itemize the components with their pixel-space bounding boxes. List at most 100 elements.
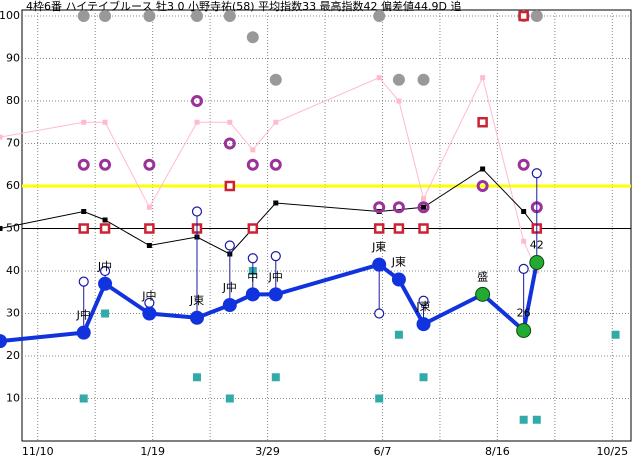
point <box>521 209 527 214</box>
point <box>190 10 203 22</box>
point <box>99 158 112 171</box>
y-tick-label: 10 <box>6 392 20 405</box>
point <box>268 287 283 302</box>
point <box>518 10 529 22</box>
point <box>418 295 429 306</box>
point-label: 26 <box>517 307 531 320</box>
point <box>373 201 386 214</box>
point <box>421 196 427 202</box>
point <box>189 310 204 325</box>
point-label: J東 <box>371 241 386 254</box>
point <box>375 394 384 403</box>
point <box>146 243 152 248</box>
point <box>269 73 282 86</box>
point <box>245 287 260 302</box>
point-label: J東 <box>415 300 430 313</box>
y-tick-label: 100 <box>0 9 20 22</box>
point <box>475 286 491 302</box>
point <box>99 223 111 234</box>
point <box>374 308 385 319</box>
plot-frame <box>21 9 632 442</box>
point-label: J東 <box>189 294 204 307</box>
point <box>222 298 237 312</box>
point <box>271 373 280 382</box>
x-tick-label: 1/19 <box>140 445 165 458</box>
series-line <box>0 262 539 344</box>
point <box>190 95 203 107</box>
point <box>144 223 155 234</box>
x-tick-label: 11/10 <box>22 445 54 458</box>
point-label: 42 <box>530 239 544 252</box>
point <box>480 75 486 81</box>
point <box>99 265 111 277</box>
y-tick-label: 70 <box>6 137 20 150</box>
point-label: J東 <box>391 256 406 269</box>
point <box>192 373 201 382</box>
point <box>247 223 259 234</box>
point <box>476 180 489 192</box>
point <box>143 10 156 22</box>
point <box>0 226 3 231</box>
point-label: J中 <box>222 281 237 294</box>
series-line <box>0 168 538 255</box>
point <box>273 119 279 125</box>
point-label: J中 <box>76 309 91 322</box>
y-tick-label: 90 <box>6 52 20 65</box>
point <box>392 73 405 86</box>
point <box>0 134 3 140</box>
point <box>530 10 543 22</box>
point <box>518 263 529 274</box>
point <box>396 98 402 104</box>
point <box>81 119 87 125</box>
point <box>417 201 430 214</box>
point <box>521 238 527 244</box>
point <box>76 325 91 340</box>
point <box>78 276 89 287</box>
point <box>376 75 382 81</box>
point <box>273 200 279 206</box>
point <box>392 201 405 214</box>
point <box>532 415 541 424</box>
point <box>391 272 406 287</box>
point <box>373 223 385 234</box>
point <box>393 223 405 234</box>
point <box>421 204 427 210</box>
point <box>101 309 110 318</box>
point <box>517 158 530 171</box>
point-label: J中 <box>268 270 283 283</box>
point <box>224 180 236 192</box>
point <box>98 276 113 291</box>
point <box>270 251 281 262</box>
point <box>419 373 428 382</box>
y-tick-label: 60 <box>6 179 20 192</box>
series-line <box>0 76 538 272</box>
point <box>223 137 236 150</box>
point <box>417 73 430 86</box>
point <box>416 317 431 332</box>
point <box>146 204 152 210</box>
point <box>519 415 528 424</box>
point <box>269 158 282 171</box>
point <box>477 117 488 128</box>
point <box>246 31 259 44</box>
point <box>480 166 486 172</box>
point <box>250 147 256 153</box>
point <box>227 119 233 125</box>
point <box>611 330 620 339</box>
point-label: 中 <box>247 270 258 283</box>
point <box>225 394 234 403</box>
y-tick-label: 80 <box>6 94 20 107</box>
point <box>0 334 7 349</box>
point-label: J中 <box>97 260 112 273</box>
point <box>143 158 156 171</box>
x-tick-label: 3/29 <box>255 445 280 458</box>
point <box>418 223 429 234</box>
point-label: J中 <box>141 290 156 303</box>
point <box>223 10 236 22</box>
point-label: 盛 <box>477 269 488 283</box>
point <box>79 394 88 403</box>
y-tick-label: 20 <box>6 349 20 362</box>
point <box>394 330 403 339</box>
point <box>99 10 112 22</box>
